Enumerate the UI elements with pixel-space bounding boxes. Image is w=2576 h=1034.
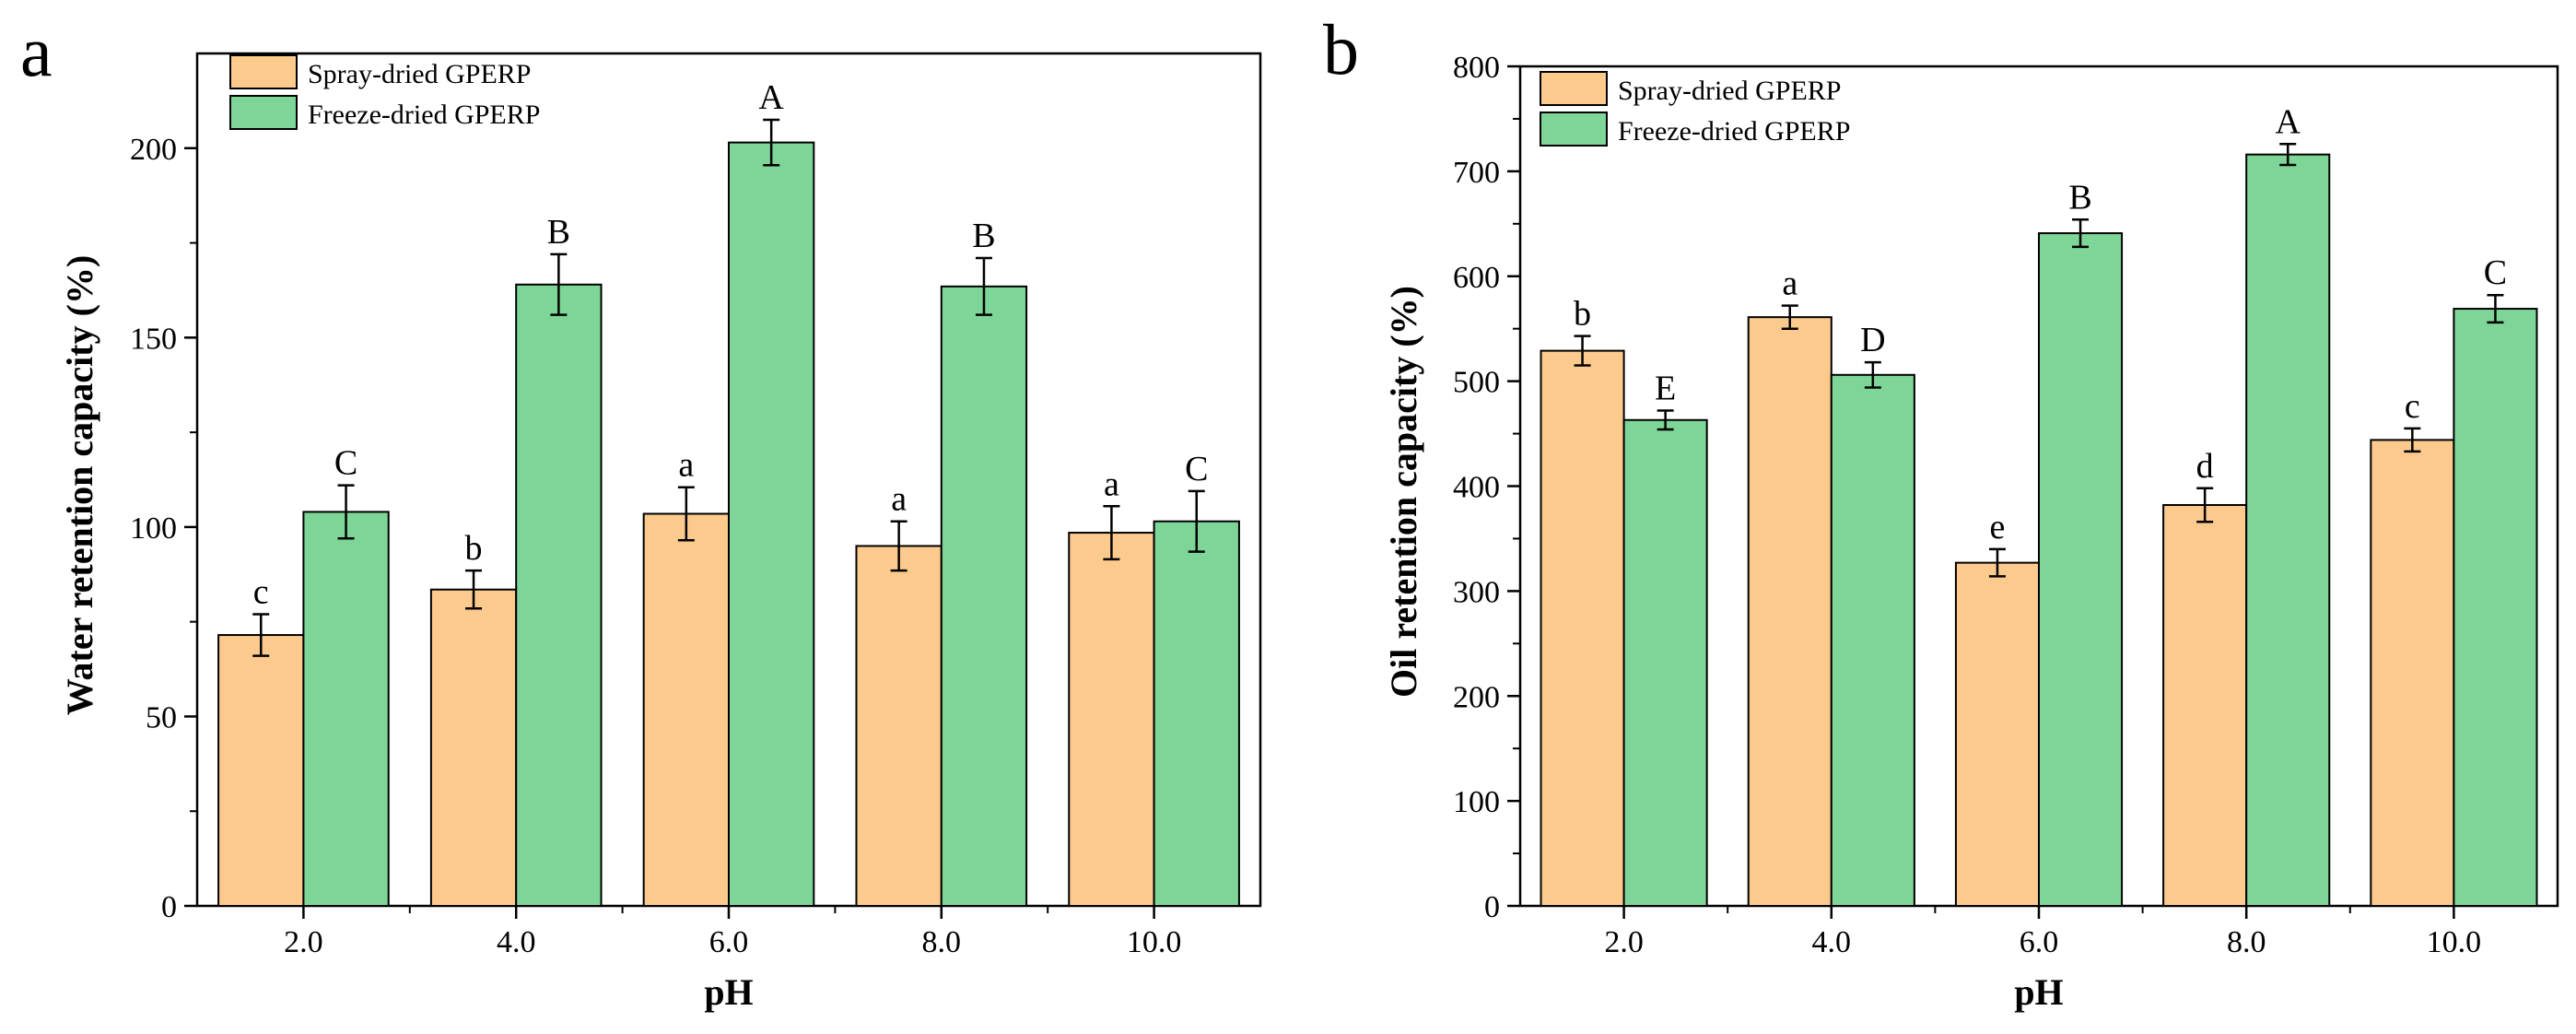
x-tick-label: 8.0	[2227, 925, 2266, 959]
significance-letter: b	[465, 529, 483, 568]
significance-letter: a	[1104, 464, 1119, 503]
significance-letter: B	[547, 213, 570, 252]
bar-freeze-10.0	[1153, 520, 1240, 907]
bar-spray-8.0	[2162, 503, 2248, 907]
panel-label: b	[1323, 9, 1359, 89]
bar-spray-2.0	[1540, 349, 1625, 907]
significance-letter: A	[2276, 102, 2301, 141]
bar-spray-4.0	[429, 588, 518, 907]
y-tick-label: 300	[1453, 575, 1500, 609]
legend-label: Spray-dried GPERP	[308, 59, 532, 89]
significance-letter: C	[334, 444, 357, 483]
y-tick-label: 600	[1453, 261, 1500, 295]
legend-label: Freeze-dried GPERP	[1618, 116, 1850, 147]
x-axis-label: pH	[2014, 971, 2063, 1013]
significance-letter: a	[891, 480, 907, 519]
significance-letter: e	[1990, 508, 2006, 546]
significance-letter: A	[758, 78, 784, 117]
bar-spray-8.0	[855, 545, 943, 907]
bar-freeze-10.0	[2453, 308, 2538, 907]
legend-label: Freeze-dried GPERP	[308, 100, 540, 130]
bar-freeze-4.0	[1830, 373, 1915, 908]
legend-swatch	[1540, 71, 1608, 106]
significance-letter: d	[2196, 447, 2214, 486]
significance-letter: c	[2405, 387, 2420, 426]
x-tick-label: 6.0	[709, 925, 749, 959]
x-axis-label: pH	[704, 971, 753, 1013]
bar-spray-10.0	[2370, 439, 2455, 907]
y-tick-label: 200	[1453, 680, 1500, 714]
y-tick-label: 150	[130, 322, 177, 356]
significance-letter: b	[1574, 295, 1591, 334]
legend-swatch	[229, 54, 298, 89]
y-tick-label: 700	[1453, 156, 1500, 190]
y-tick-label: 0	[1484, 890, 1500, 924]
significance-letter: D	[1860, 321, 1885, 359]
chart-panel-b: b 0 100 200 300 400 500 600 700 800 Oil retention …	[1323, 9, 2559, 1013]
bar-freeze-2.0	[302, 511, 390, 907]
significance-letter: a	[1782, 264, 1797, 303]
bar-freeze-8.0	[2245, 153, 2331, 907]
y-tick-label: 200	[130, 133, 177, 167]
bar-freeze-4.0	[515, 283, 603, 907]
y-axis-label: Oil retention capacity (%)	[1383, 286, 1424, 698]
chart-panel-a: a 0 50 100 150 200 Water retention capacity (%…	[20, 11, 1262, 1013]
y-tick-label: 0	[161, 890, 177, 924]
legend-label: Spray-dried GPERP	[1618, 76, 1842, 106]
bar-spray-2.0	[217, 634, 305, 907]
significance-letter: C	[2484, 253, 2507, 292]
y-tick-label: 100	[1453, 785, 1500, 819]
x-tick-label: 4.0	[1812, 925, 1852, 959]
significance-letter: B	[2068, 178, 2091, 217]
bar-freeze-6.0	[2038, 232, 2124, 907]
bar-freeze-8.0	[940, 285, 1028, 908]
y-axis-label: Water retention capacity (%)	[59, 255, 100, 716]
significance-letter: E	[1655, 370, 1676, 408]
bar-spray-10.0	[1068, 532, 1155, 907]
legend-swatch	[229, 95, 298, 130]
y-tick-label: 400	[1453, 471, 1500, 505]
bar-spray-4.0	[1747, 316, 1832, 907]
y-tick-label: 100	[130, 511, 177, 546]
y-tick-label: 800	[1453, 51, 1500, 85]
y-tick-label: 500	[1453, 366, 1500, 400]
x-tick-label: 6.0	[2020, 925, 2059, 959]
x-tick-label: 10.0	[2427, 925, 2482, 959]
bar-freeze-2.0	[1622, 418, 1708, 908]
significance-letter: C	[1185, 450, 1208, 488]
significance-letter: c	[253, 572, 269, 611]
x-tick-label: 2.0	[1604, 925, 1644, 959]
bar-spray-6.0	[1954, 561, 2040, 907]
x-tick-label: 10.0	[1127, 925, 1182, 959]
bar-freeze-6.0	[728, 141, 815, 908]
significance-letter: B	[972, 217, 995, 255]
legend-swatch	[1540, 112, 1608, 147]
panel-label: a	[20, 11, 53, 91]
x-tick-label: 4.0	[497, 925, 536, 959]
x-tick-label: 8.0	[922, 925, 962, 959]
y-tick-label: 50	[146, 700, 177, 734]
bar-spray-6.0	[642, 512, 730, 907]
significance-letter: a	[678, 446, 694, 485]
x-tick-label: 2.0	[284, 925, 323, 959]
